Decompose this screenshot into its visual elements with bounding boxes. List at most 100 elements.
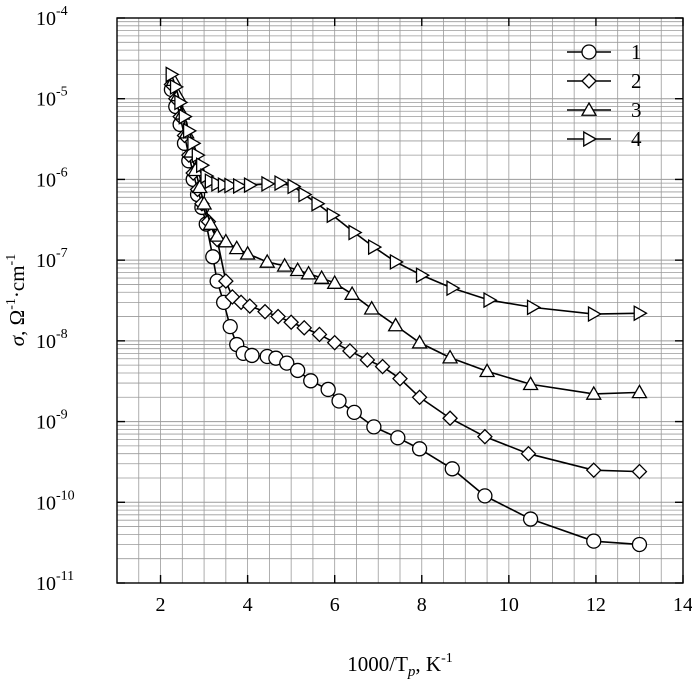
data-point-2	[296, 319, 313, 336]
data-point-4	[187, 135, 202, 152]
data-point-3	[343, 285, 361, 300]
data-point-3	[228, 240, 245, 255]
data-point-1	[331, 393, 347, 409]
data-point-3	[387, 317, 404, 332]
data-point-3	[585, 385, 602, 400]
legend-marker	[583, 130, 598, 148]
y-tick-label: 10-7	[36, 246, 68, 272]
x-axis-label-unit-sup: -1	[441, 651, 453, 666]
data-point-4	[389, 253, 404, 271]
data-point-3	[631, 384, 648, 399]
data-point-4	[633, 305, 648, 322]
x-tick-label: 14	[673, 594, 692, 616]
data-point-4	[165, 66, 180, 83]
data-point-1	[586, 533, 602, 549]
data-point-2	[631, 463, 648, 480]
data-point-4	[526, 299, 542, 316]
data-point-4	[174, 94, 189, 111]
y-tick-label: 10-4	[36, 4, 68, 30]
data-point-3	[195, 195, 213, 210]
data-point-2	[270, 308, 287, 325]
data-point-2	[476, 428, 493, 445]
data-point-3	[191, 178, 208, 194]
data-point-2	[241, 298, 258, 314]
data-point-1	[222, 318, 238, 335]
plot-frame	[116, 17, 684, 584]
data-point-4	[274, 175, 289, 192]
data-point-4	[195, 157, 211, 174]
legend-entry-3: 3	[567, 98, 642, 122]
data-point-3	[313, 269, 330, 284]
data-point-1	[477, 488, 493, 504]
data-point-1	[390, 430, 406, 446]
x-tick-label: 4	[243, 594, 253, 616]
y-tick-label: 10-6	[36, 165, 68, 191]
data-point-3	[209, 227, 226, 242]
data-point-1	[444, 461, 460, 477]
data-point-2	[359, 352, 376, 368]
data-point-3	[217, 233, 234, 248]
data-point-4	[446, 280, 461, 297]
data-point-4	[348, 224, 363, 241]
legend-marker	[580, 101, 598, 116]
legend-marker	[581, 73, 597, 89]
grid-layer	[116, 18, 684, 584]
data-point-1	[346, 404, 362, 421]
data-point-2	[257, 303, 273, 320]
y-tick-label: 10-9	[36, 408, 68, 434]
data-point-1	[279, 355, 295, 371]
data-point-2	[326, 334, 343, 351]
data-point-2	[374, 358, 391, 375]
x-tick-label: 12	[586, 594, 606, 616]
data-point-3	[276, 257, 293, 272]
x-axis-label-subscript: p	[407, 664, 416, 680]
series-4	[165, 66, 648, 323]
data-point-3	[239, 245, 256, 260]
y-tick-label: 10-10	[36, 488, 75, 514]
data-point-3	[363, 300, 380, 315]
x-axis-label: 1000/Tp, K-1	[347, 651, 453, 680]
data-point-4	[298, 186, 313, 203]
data-point-3	[441, 349, 459, 364]
y-axis-label-sup1: -1	[4, 298, 19, 310]
data-point-1	[303, 373, 319, 389]
data-point-2	[342, 343, 358, 359]
data-point-4	[261, 175, 276, 193]
data-point-3	[478, 362, 496, 378]
y-axis-label: σ, Ω-1·cm-1	[4, 254, 29, 346]
x-tick-label: 8	[417, 594, 427, 616]
data-point-3	[259, 253, 276, 268]
data-point-3	[300, 265, 317, 280]
series-layer	[163, 66, 648, 553]
legend-label: 1	[631, 40, 642, 64]
legend-label: 4	[631, 127, 642, 151]
legend-label: 2	[631, 69, 642, 93]
x-tick-label: 10	[499, 594, 519, 616]
data-point-4	[587, 305, 603, 323]
data-point-1	[366, 419, 382, 435]
data-point-4	[233, 177, 248, 195]
legend-label: 3	[631, 98, 642, 122]
y-axis-label-sup2: -1	[4, 254, 19, 266]
data-point-4	[182, 122, 198, 139]
data-point-2	[217, 273, 234, 290]
data-point-1	[290, 362, 306, 379]
data-point-1	[205, 249, 221, 265]
data-point-1	[522, 511, 539, 527]
data-point-4	[311, 195, 326, 212]
legend-entry-4: 4	[567, 127, 642, 151]
y-tick-label: 10-8	[36, 327, 68, 353]
data-point-1	[320, 381, 336, 398]
data-point-4	[224, 177, 239, 194]
y-tick-label: 10-11	[36, 569, 74, 595]
data-point-4	[415, 267, 431, 284]
data-point-2	[585, 462, 602, 479]
tick-labels: 2 4 6 8 10 12 1410-410-510-610-710-810-910-101…	[36, 4, 692, 616]
data-point-1	[631, 536, 648, 553]
data-point-3	[202, 215, 219, 230]
data-point-4	[326, 207, 341, 224]
data-point-2	[392, 370, 408, 387]
data-point-3	[326, 274, 343, 289]
